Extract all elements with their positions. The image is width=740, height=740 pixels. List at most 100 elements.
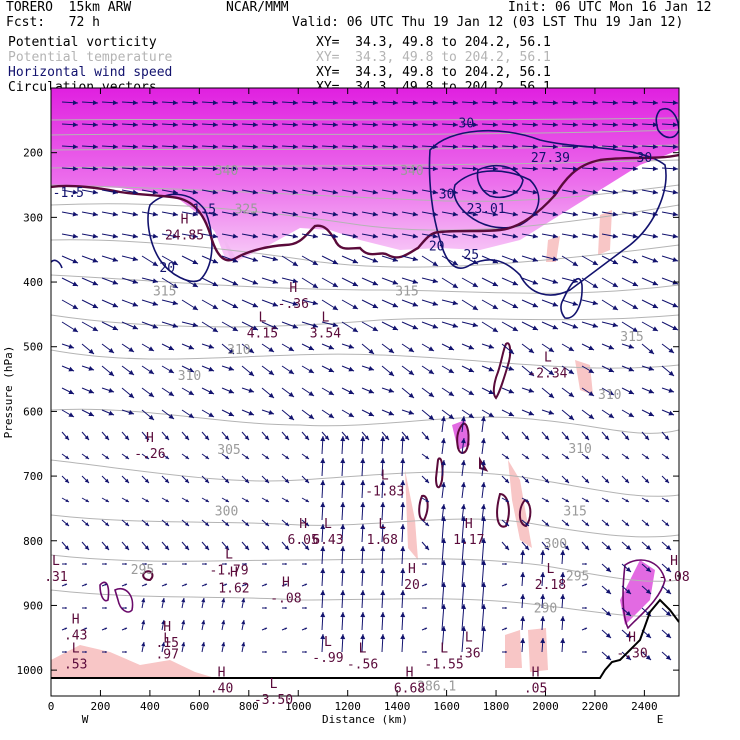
vector-arrow xyxy=(161,541,170,551)
vector-arrow xyxy=(281,166,299,172)
vector-arrow xyxy=(121,144,139,150)
vector-arrow xyxy=(641,497,650,503)
vector-arrow xyxy=(101,431,110,441)
vector-arrow xyxy=(301,144,319,150)
vector-arrow xyxy=(81,122,99,128)
pv-extremum-symbol: H xyxy=(670,554,678,569)
vector-arrow xyxy=(241,583,248,587)
vector-arrow xyxy=(661,453,670,460)
vector-arrow xyxy=(621,189,639,195)
vector-arrow xyxy=(481,537,487,565)
vector-arrow xyxy=(141,497,150,503)
vector-arrow xyxy=(321,233,339,239)
vector-arrow xyxy=(321,100,339,106)
vector-arrow xyxy=(661,233,679,239)
vector-arrow xyxy=(541,343,555,353)
vector-arrow xyxy=(61,299,79,310)
pv-extremum-symbol: L xyxy=(270,677,278,692)
vector-arrow xyxy=(521,255,539,262)
vector-arrow xyxy=(141,299,159,306)
vector-arrow xyxy=(461,100,479,106)
vector-arrow xyxy=(621,629,632,639)
vector-arrow xyxy=(341,299,359,310)
vector-arrow xyxy=(161,233,179,239)
vector-arrow xyxy=(661,519,670,527)
vector-arrow xyxy=(221,100,239,106)
vector-arrow xyxy=(581,497,590,503)
vector-arrow xyxy=(321,343,335,350)
vector-arrow xyxy=(281,497,290,503)
vector-arrow xyxy=(422,651,427,653)
vector-arrow xyxy=(141,387,155,398)
vector-arrow xyxy=(261,189,279,195)
vector-arrow xyxy=(341,233,359,239)
vector-arrow xyxy=(101,409,115,416)
vector-arrow xyxy=(201,619,206,631)
pv-extremum-symbol: L xyxy=(359,641,367,656)
vector-arrow xyxy=(61,365,75,372)
vector-arrow xyxy=(201,597,206,609)
vector-arrow xyxy=(161,497,170,503)
vector-arrow xyxy=(161,321,179,328)
vector-arrow xyxy=(380,501,386,521)
wind-speed-label: 1.5 xyxy=(193,203,216,218)
vector-arrow xyxy=(321,409,335,419)
theta-contour-label: 295 xyxy=(131,563,154,578)
vector-arrow xyxy=(360,633,366,653)
vector-arrow xyxy=(261,100,279,106)
vector-arrow xyxy=(501,343,515,355)
vector-arrow xyxy=(281,122,299,128)
vector-arrow xyxy=(561,144,579,150)
vector-arrow xyxy=(201,122,219,128)
vector-arrow xyxy=(521,497,530,503)
vector-arrow xyxy=(601,453,610,460)
vector-arrow xyxy=(641,277,659,286)
field-xy-windspeed: XY= 34.3, 49.8 to 204.2, 56.1 xyxy=(316,65,551,80)
vector-arrow xyxy=(581,255,599,266)
vector-arrow xyxy=(601,233,619,239)
vector-arrow xyxy=(122,563,127,565)
vector-arrow xyxy=(221,211,239,217)
vector-arrow xyxy=(621,211,639,217)
vector-arrow xyxy=(81,321,99,332)
vector-arrow xyxy=(461,603,467,631)
pv-extremum-value: 1.17 xyxy=(453,533,484,548)
vector-arrow xyxy=(400,567,406,587)
vector-arrow xyxy=(201,583,208,587)
theta-contour-label: 310 xyxy=(178,369,201,384)
vector-arrow xyxy=(481,365,495,372)
vector-arrow xyxy=(141,211,159,217)
vector-arrow xyxy=(401,365,415,376)
vector-arrow xyxy=(221,453,230,460)
vector-arrow xyxy=(502,651,507,653)
vector-arrow xyxy=(461,409,475,419)
vector-arrow xyxy=(581,475,590,484)
vector-arrow xyxy=(540,593,546,609)
vector-arrow xyxy=(62,651,67,653)
vector-arrow xyxy=(440,437,446,455)
vector-arrow xyxy=(241,277,259,285)
vector-arrow xyxy=(621,453,630,460)
vector-arrow xyxy=(301,211,319,217)
vector-arrow xyxy=(460,415,466,433)
vector-arrow xyxy=(361,233,379,239)
vector-arrow xyxy=(81,189,99,195)
vector-arrow xyxy=(561,387,575,398)
vector-arrow xyxy=(461,189,479,195)
vector-arrow xyxy=(181,100,199,106)
vector-arrow xyxy=(421,497,430,503)
vector-arrow xyxy=(480,459,486,477)
vector-arrow xyxy=(601,277,619,288)
vector-arrow xyxy=(441,211,459,217)
vector-arrow xyxy=(320,435,326,455)
vector-arrow xyxy=(82,651,87,653)
vector-arrow xyxy=(381,387,395,393)
vector-arrow xyxy=(481,211,499,217)
vector-arrow xyxy=(101,475,110,484)
vector-arrow xyxy=(81,431,90,441)
terrain-line xyxy=(51,598,679,679)
vector-arrow xyxy=(261,519,270,527)
vector-arrow xyxy=(181,453,190,460)
vector-arrow xyxy=(101,189,119,195)
